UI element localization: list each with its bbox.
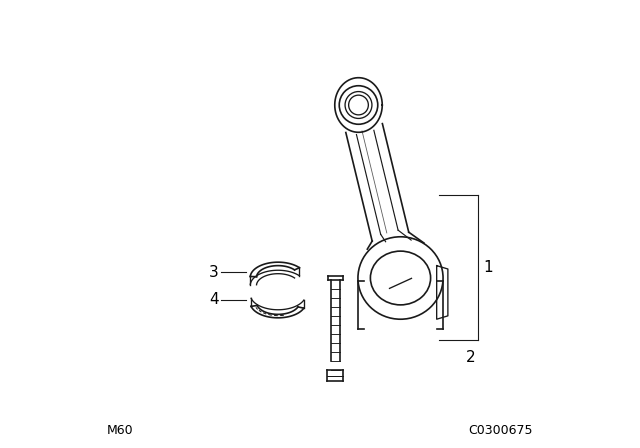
Text: C0300675: C0300675: [468, 424, 532, 437]
Text: 4: 4: [209, 293, 219, 307]
Text: 1: 1: [483, 260, 493, 275]
Text: M60: M60: [107, 424, 134, 437]
Text: 3: 3: [209, 265, 219, 280]
Text: 2: 2: [467, 350, 476, 366]
